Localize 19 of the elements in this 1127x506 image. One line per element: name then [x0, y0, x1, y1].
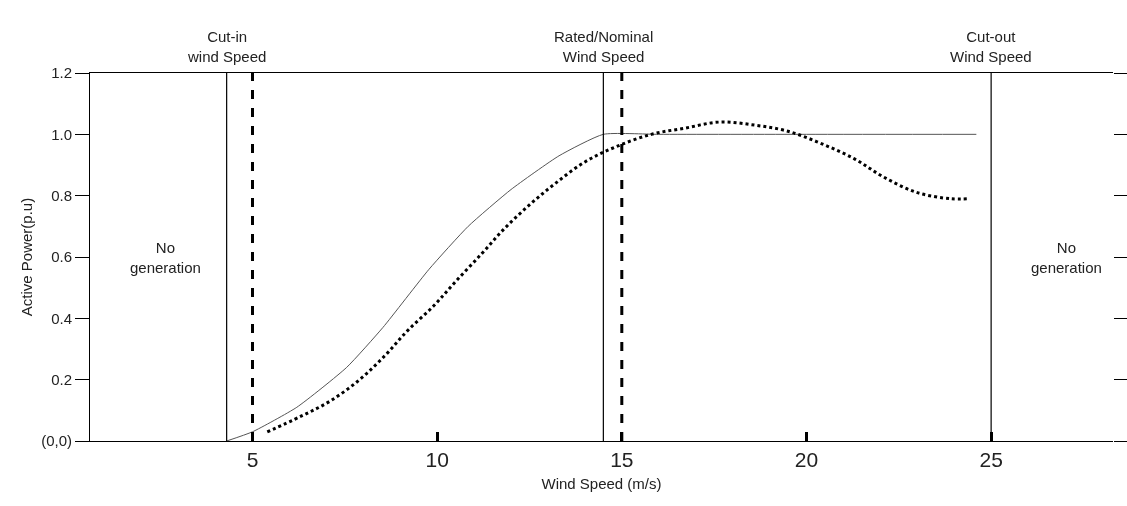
annotation: No generation	[130, 239, 201, 276]
x-axis-title: Wind Speed (m/s)	[541, 475, 662, 493]
y-tick-label: 1.0	[51, 125, 72, 143]
y-tick-label: 0.6	[51, 248, 72, 266]
y-tick-label: 0.4	[51, 309, 72, 327]
y-tick-label: 0.2	[51, 370, 72, 388]
ref-line-label: Cut-in wind Speed	[187, 28, 267, 65]
ref-line-label: Cut-out Wind Speed	[950, 28, 1032, 65]
x-tick-label: 10	[425, 448, 449, 472]
x-tick-label: 5	[246, 448, 259, 472]
x-tick-label: 25	[979, 448, 1003, 472]
y-tick-label: (0,0)	[41, 432, 72, 450]
y-tick-label: 0.8	[51, 186, 72, 204]
y-tick-label: 1.2	[51, 64, 72, 82]
x-tick-label: 15	[610, 448, 634, 472]
ref-line-label: Rated/Nominal Wind Speed	[554, 28, 654, 65]
annotation: No generation	[1031, 239, 1102, 276]
x-tick-label: 20	[794, 448, 819, 472]
y-axis-title: Active Power(p.u)	[18, 197, 36, 317]
